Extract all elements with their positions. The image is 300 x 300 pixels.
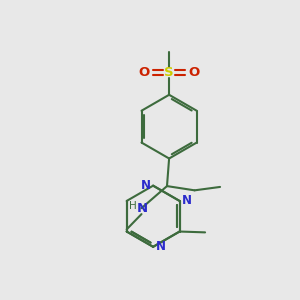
Text: O: O <box>138 66 150 79</box>
Text: N: N <box>137 202 148 215</box>
Text: H: H <box>129 201 137 211</box>
Text: O: O <box>188 66 200 79</box>
Text: N: N <box>182 194 192 208</box>
Text: N: N <box>141 179 151 192</box>
Text: N: N <box>156 240 166 253</box>
Text: S: S <box>164 66 174 79</box>
